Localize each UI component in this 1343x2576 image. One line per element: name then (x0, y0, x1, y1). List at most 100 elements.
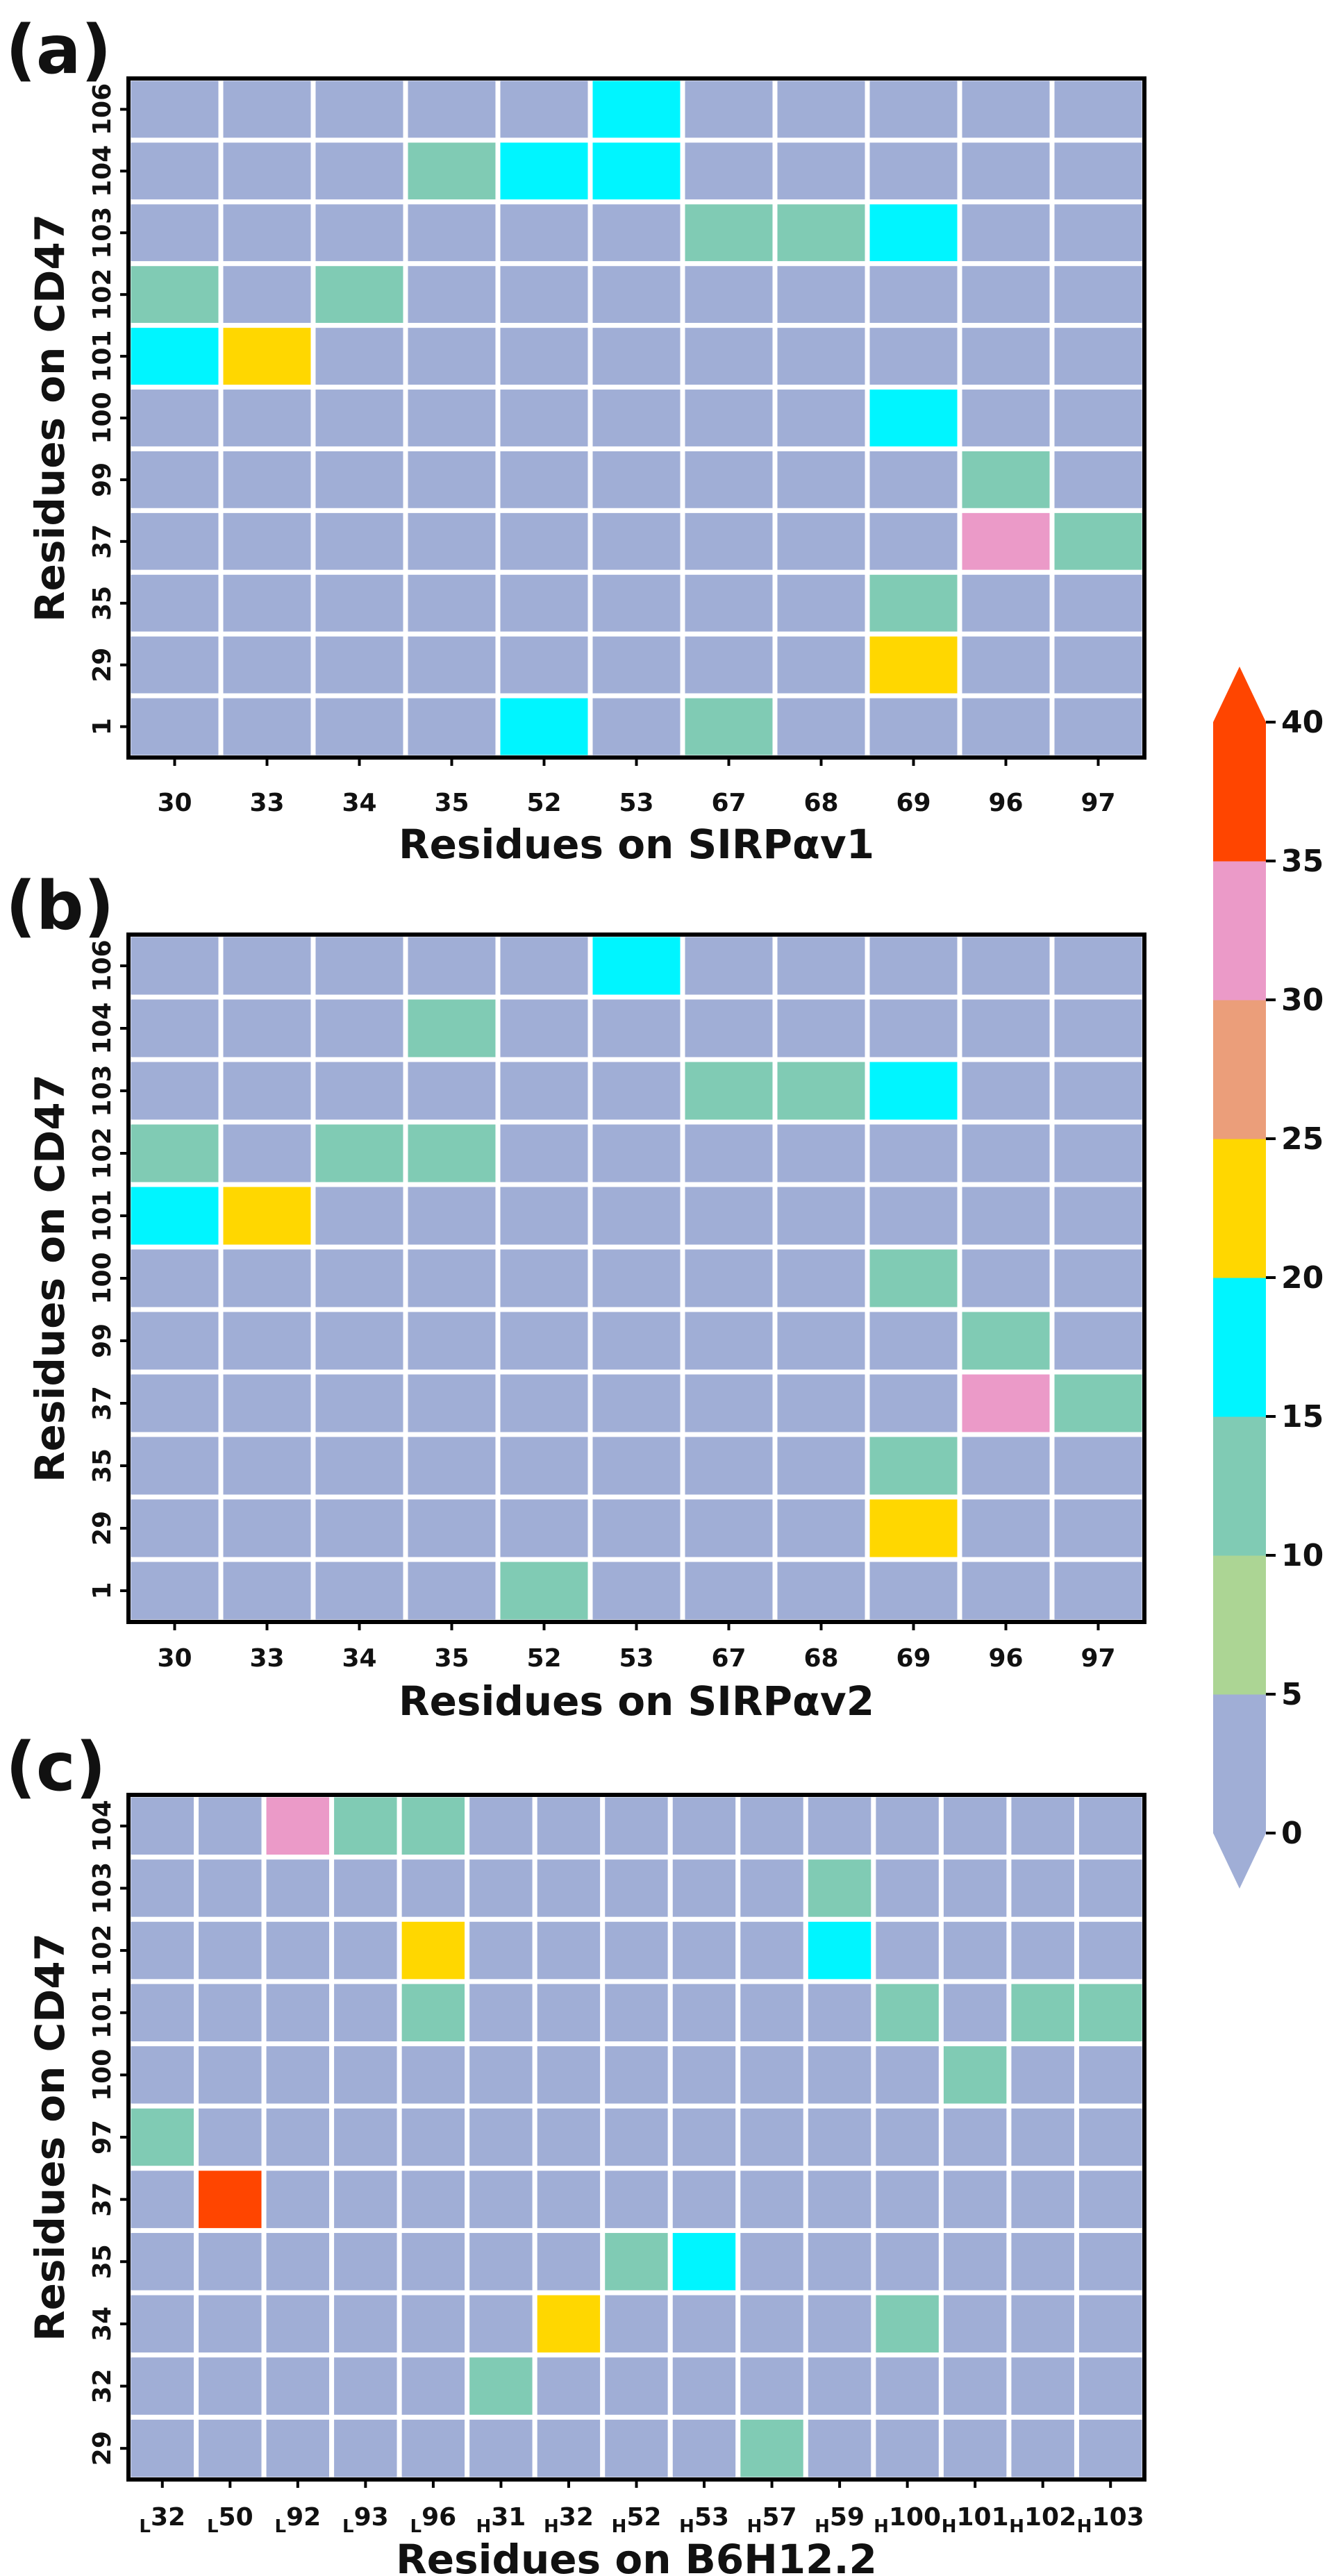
heatmap-cell (667, 1979, 741, 2047)
heatmap-cell (587, 1182, 685, 1250)
heatmap-cell (772, 1307, 870, 1375)
heatmap-cell (865, 1307, 962, 1375)
heatmap-cell (465, 2166, 537, 2233)
heatmap-cell (587, 569, 685, 637)
heatmap-cell (310, 323, 408, 390)
heatmap-cell (772, 1244, 870, 1312)
heatmap-cell (218, 446, 316, 513)
heatmap-cell (329, 2414, 402, 2482)
heatmap-cell (865, 693, 962, 760)
heatmap-cell (218, 1494, 316, 1562)
heatmap-cell (403, 932, 501, 1000)
heatmap-cell (772, 508, 870, 575)
heatmap-cell (871, 1979, 944, 2047)
y-tick-label: 29 (88, 1511, 117, 1546)
heatmap-cell (532, 2103, 606, 2171)
heatmap-cell (218, 508, 316, 575)
heatmap-cell (735, 2103, 808, 2171)
heatmap-cell (218, 569, 316, 637)
heatmap-cell (261, 1916, 335, 1984)
heatmap-cell (1074, 1979, 1147, 2047)
heatmap-cell (865, 385, 962, 451)
heatmap-cell (957, 508, 1055, 575)
heatmap-cell (772, 1557, 870, 1625)
y-tick-label: 100 (88, 2049, 117, 2101)
colorbar-bin (1213, 722, 1266, 862)
heatmap-cell (772, 76, 870, 143)
heatmap-cell (495, 261, 593, 328)
heatmap-cell (465, 1979, 537, 2047)
heatmap-cell (587, 1494, 685, 1562)
heatmap-cell (1049, 261, 1147, 328)
heatmap-cell (397, 1916, 470, 1984)
heatmap-cell (938, 2227, 1012, 2295)
heatmap-cell (261, 2227, 335, 2295)
heatmap-cell (667, 2227, 741, 2295)
heatmap-cell (329, 1792, 402, 1860)
heatmap-cell (680, 137, 778, 205)
heatmap-cell (495, 569, 593, 637)
heatmap-cell (310, 76, 408, 143)
heatmap-cell (1074, 2166, 1147, 2233)
heatmap-cell (329, 2103, 402, 2171)
y-tick-label: 100 (88, 392, 117, 444)
heatmap-cell (329, 1979, 402, 2047)
heatmap-cell (803, 2227, 876, 2295)
heatmap-cell (957, 1119, 1055, 1187)
x-tick-label: H32 (544, 2503, 594, 2537)
heatmap-cell (1006, 2290, 1079, 2358)
heatmap-cell (871, 2352, 944, 2420)
heatmap-cell (126, 2414, 199, 2482)
y-tick-label: 35 (88, 586, 117, 621)
heatmap-cell (126, 508, 224, 575)
colorbar-bin (1213, 1278, 1266, 1417)
heatmap-cell (1006, 2041, 1079, 2109)
heatmap-cell (600, 1855, 673, 1922)
heatmap-cell (194, 2414, 267, 2482)
x-tick-label: 97 (1081, 789, 1115, 817)
heatmap-cell (194, 1979, 267, 2047)
heatmap-cell (938, 2166, 1012, 2233)
heatmap-cell (680, 1557, 778, 1625)
heatmap-cell (1074, 2290, 1147, 2358)
heatmap-cell (126, 76, 224, 143)
x-tick-label: 30 (157, 789, 192, 817)
colorbar-tick-label: 0 (1281, 1816, 1303, 1851)
x-tick-label: 67 (711, 1644, 746, 1673)
heatmap-cell (194, 2166, 267, 2233)
heatmap-cell (1006, 2414, 1079, 2482)
heatmap-cell (403, 1057, 501, 1125)
colorbar-bin (1213, 1139, 1266, 1278)
heatmap-cell (865, 137, 962, 205)
colorbar-tick-label: 40 (1281, 705, 1324, 740)
heatmap-cell (772, 1182, 870, 1250)
heatmap-cell (194, 2290, 267, 2358)
colorbar-tick-label: 15 (1281, 1399, 1324, 1435)
heatmap-cell (600, 2352, 673, 2420)
heatmap-cell (532, 2166, 606, 2233)
heatmap-cell (680, 261, 778, 328)
heatmap-cell (871, 2290, 944, 2358)
heatmap-cell (310, 1182, 408, 1250)
heatmap-cell (261, 2166, 335, 2233)
y-tick-label: 104 (88, 145, 117, 197)
x-tick-label: 69 (896, 1644, 931, 1673)
heatmap-cell (126, 137, 224, 205)
x-tick-label: L32 (139, 2503, 185, 2537)
heatmap-cell (871, 1916, 944, 1984)
y-tick-label: 103 (88, 1064, 117, 1116)
y-tick-label: 99 (88, 1323, 117, 1358)
heatmap-cell (495, 385, 593, 451)
heatmap-cell (865, 199, 962, 267)
heatmap-cell (600, 2414, 673, 2482)
heatmap-cell (680, 1182, 778, 1250)
heatmap-cell (218, 261, 316, 328)
x-tick-label: 35 (434, 789, 469, 817)
heatmap-cell (680, 323, 778, 390)
y-tick-label: 104 (88, 1800, 117, 1852)
heatmap-cell (310, 508, 408, 575)
heatmap-cell (600, 2041, 673, 2109)
heatmap-cell (194, 1792, 267, 1860)
heatmap-cell (600, 2227, 673, 2295)
y-axis-title: Residues on CD47 (26, 1933, 74, 2341)
